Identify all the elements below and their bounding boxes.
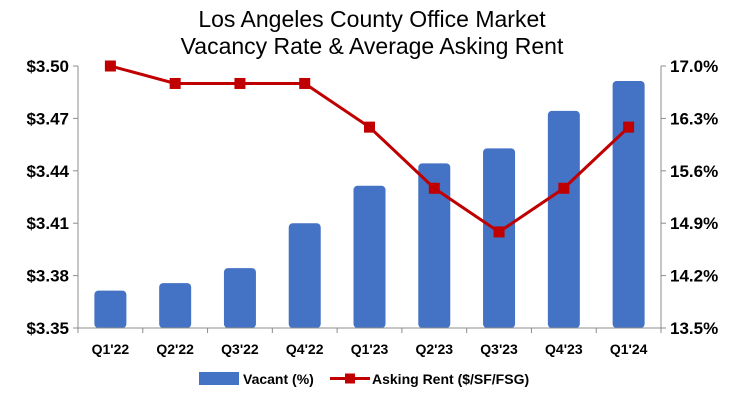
bar-vacant — [159, 283, 192, 328]
x-tick-label: Q1'23 — [351, 341, 389, 357]
left-tick-label: $3.50 — [26, 57, 69, 76]
rent-marker — [104, 60, 116, 72]
legend-swatch-rent-marker — [345, 373, 355, 384]
left-tick-label: $3.41 — [26, 214, 69, 233]
bar-vacant — [612, 80, 645, 328]
left-tick-label: $3.44 — [26, 162, 69, 181]
x-tick-label: Q2'23 — [415, 341, 453, 357]
asking-rent-line — [104, 60, 635, 238]
bar-vacant — [288, 223, 321, 328]
rent-marker — [364, 121, 375, 133]
left-tick-label: $3.35 — [26, 319, 69, 338]
rent-marker — [558, 182, 570, 194]
left-tick-label: $3.38 — [26, 267, 69, 286]
legend-label-rent: Asking Rent ($/SF/FSG) — [372, 371, 529, 387]
legend: Vacant (%) Asking Rent ($/SF/FSG) — [199, 371, 529, 387]
x-tick-label: Q3'22 — [221, 341, 259, 357]
rent-marker — [169, 77, 181, 89]
x-tick-label: Q1'22 — [92, 341, 130, 357]
right-tick-label: 15.6% — [670, 162, 718, 181]
right-tick-label: 13.5% — [670, 319, 718, 338]
right-tick-label: 16.3% — [670, 109, 718, 128]
rent-marker — [493, 226, 505, 238]
chart-title-line-1: Los Angeles County Office Market — [198, 6, 546, 32]
right-tick-label: 14.9% — [670, 214, 718, 233]
rent-marker — [623, 121, 635, 133]
bar-vacant — [94, 290, 127, 328]
right-tick-label: 17.0% — [670, 57, 718, 76]
vacancy-bars — [94, 80, 645, 329]
axis-ticks: $3.35 $3.38 $3.41 $3.44 $3.47 $3.50 13.5% 14.2%… — [26, 57, 718, 357]
rent-marker — [428, 182, 440, 194]
right-tick-label: 14.2% — [670, 267, 718, 286]
legend-swatch-vacant — [199, 372, 239, 385]
x-tick-label: Q1'24 — [610, 341, 648, 357]
bar-vacant — [483, 148, 516, 328]
rent-marker — [299, 77, 311, 89]
x-tick-label: Q4'23 — [545, 341, 583, 357]
chart-title-line-2: Vacancy Rate & Average Asking Rent — [181, 33, 564, 59]
legend-label-vacant: Vacant (%) — [243, 371, 314, 387]
x-tick-label: Q2'22 — [156, 341, 194, 357]
x-tick-label: Q3'23 — [480, 341, 518, 357]
left-tick-label: $3.47 — [26, 109, 69, 128]
bar-vacant — [223, 268, 256, 328]
x-tick-label: Q4'22 — [286, 341, 324, 357]
rent-marker — [234, 77, 246, 89]
bar-vacant — [547, 110, 580, 329]
bar-vacant — [353, 185, 386, 328]
bar-vacant — [418, 163, 451, 328]
axes — [77, 66, 662, 329]
